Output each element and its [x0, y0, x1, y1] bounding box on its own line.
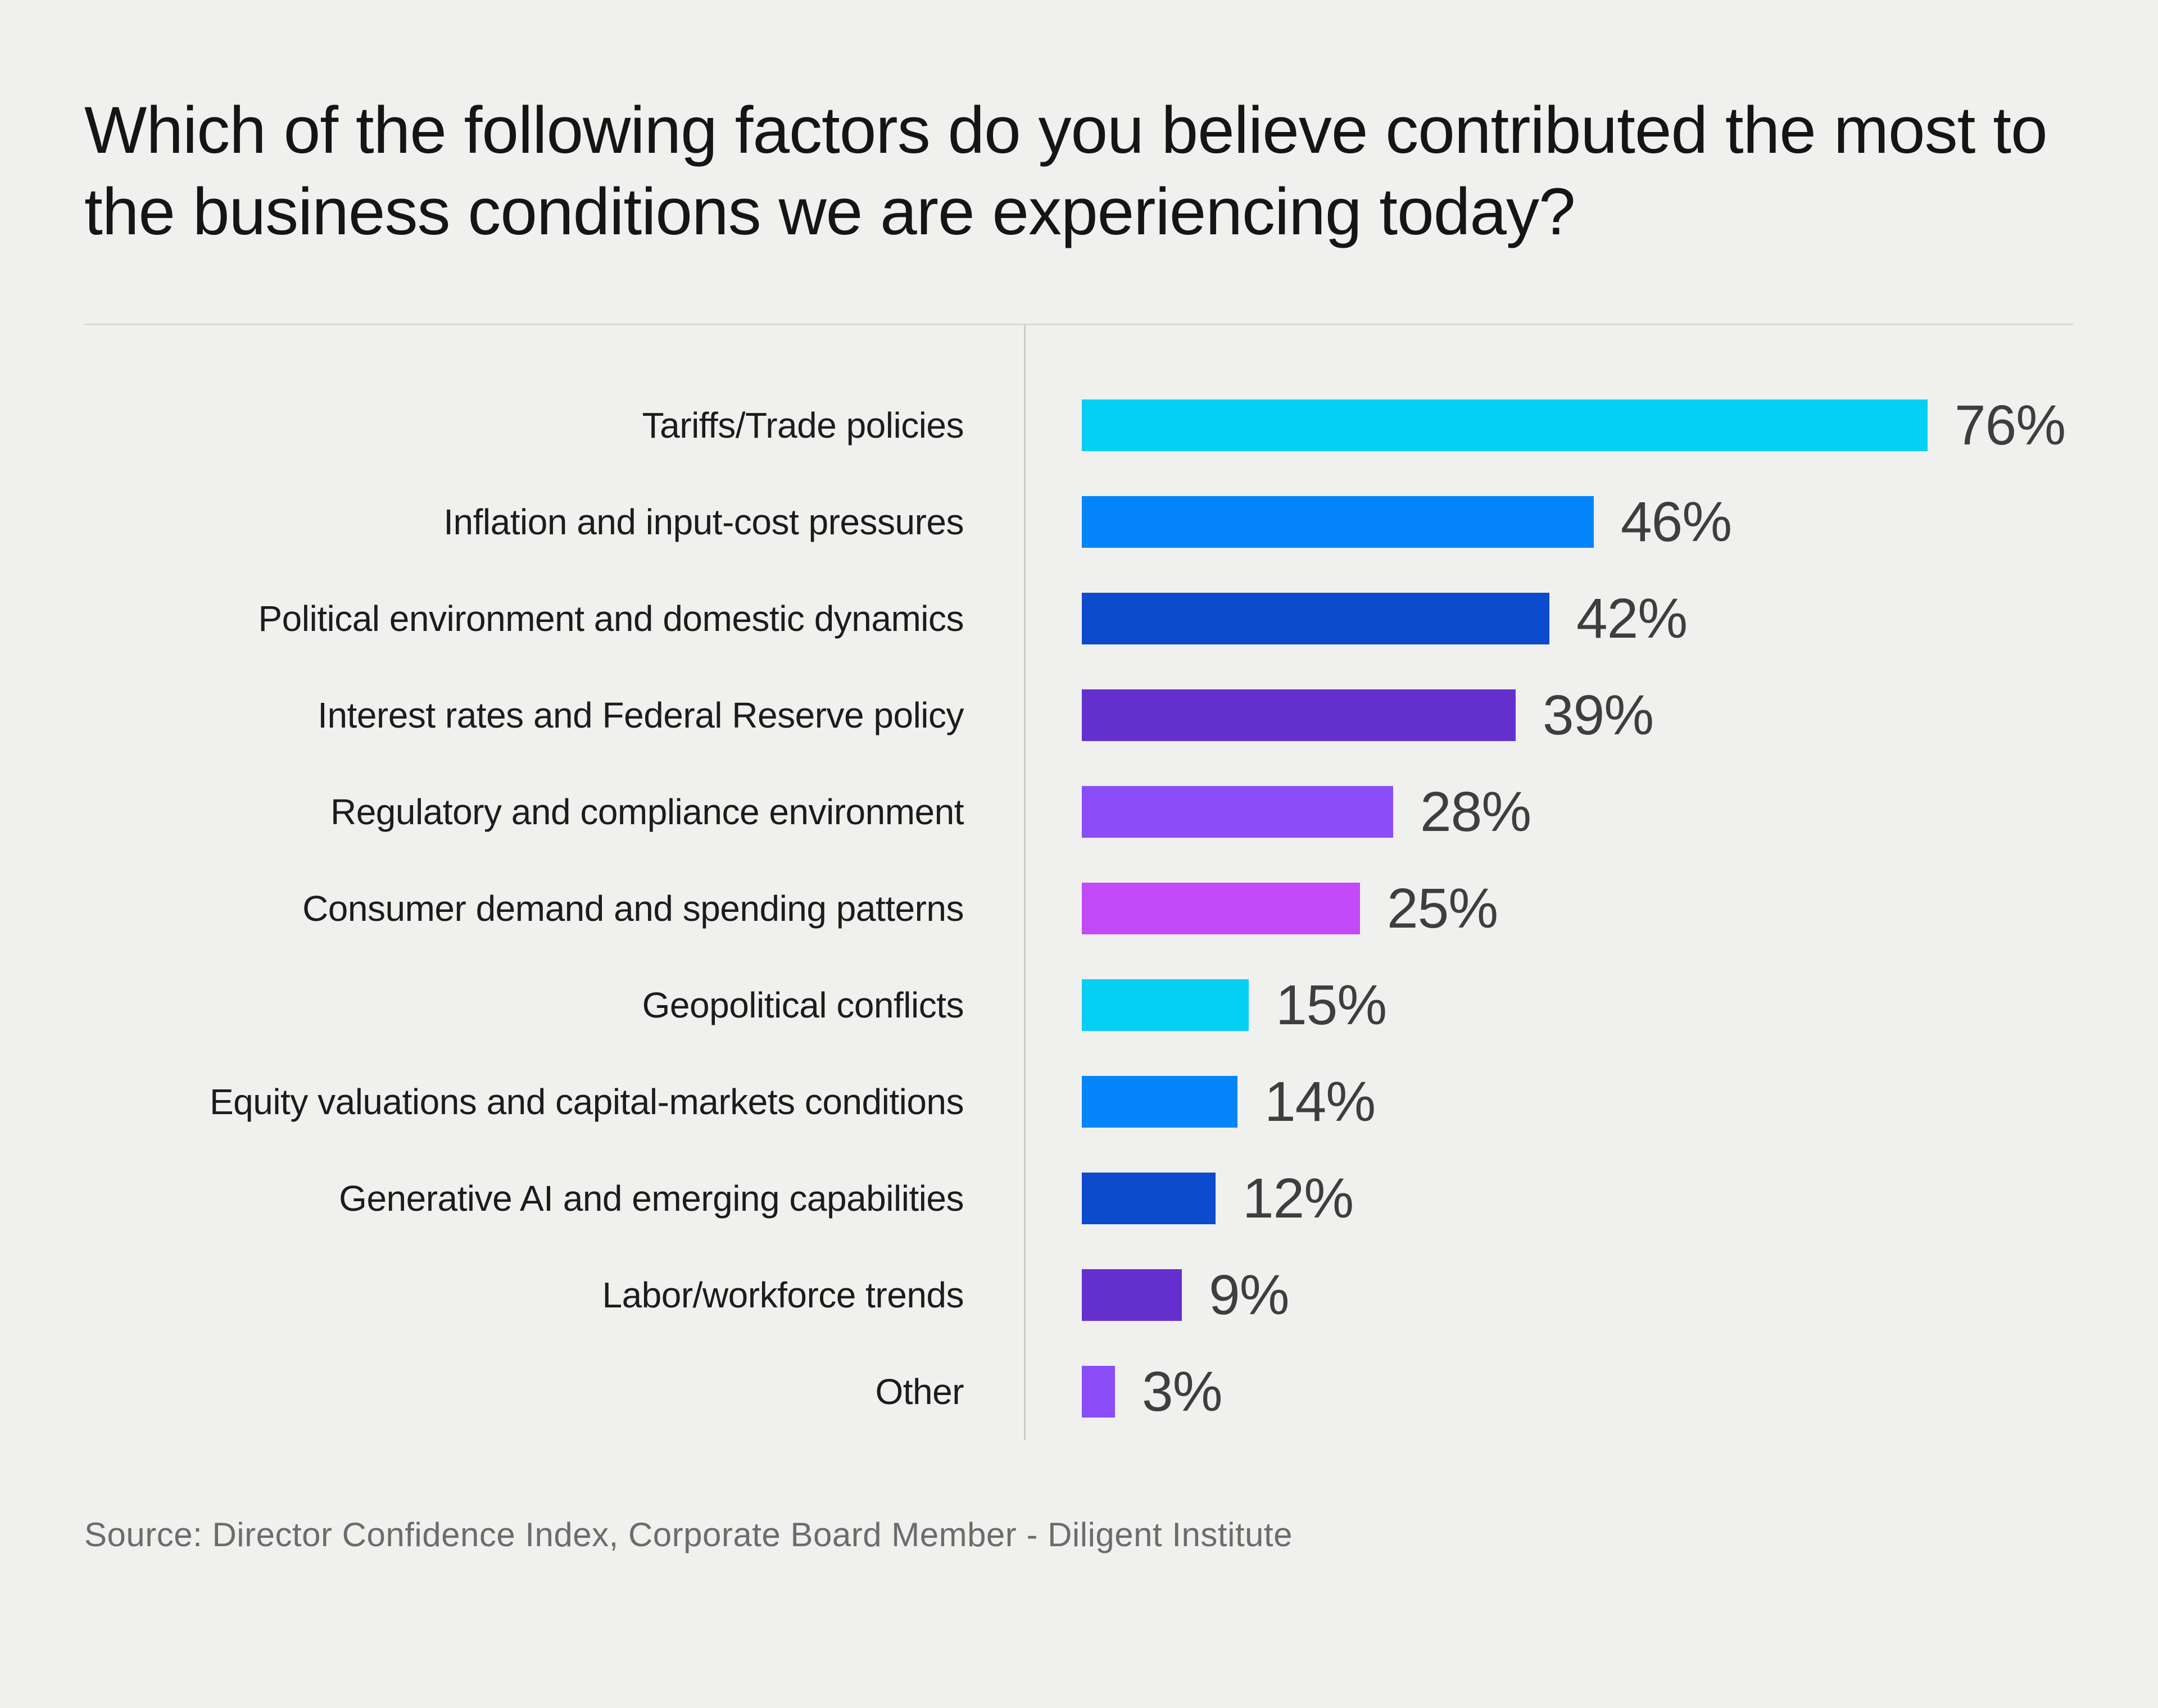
bar	[1082, 689, 1516, 742]
chart-row: Interest rates and Federal Reserve polic…	[84, 667, 2074, 764]
chart-row: Labor/workforce trends 9%	[84, 1247, 2074, 1343]
bar-chart: Tariffs/Trade policies 76% Inflation and…	[84, 325, 2074, 1441]
category-label: Regulatory and compliance environment	[330, 792, 964, 833]
bar	[1082, 883, 1360, 935]
page: Which of the following factors do you be…	[0, 90, 2158, 1554]
bar	[1082, 593, 1549, 645]
chart-rows: Tariffs/Trade policies 76% Inflation and…	[84, 377, 2074, 1440]
bar	[1082, 1269, 1182, 1321]
chart-row: Inflation and input-cost pressures 46%	[84, 474, 2074, 570]
value-label: 12%	[1243, 1166, 1354, 1230]
title-divider	[84, 324, 2074, 326]
category-label: Political environment and domestic dynam…	[258, 598, 964, 639]
value-label: 42%	[1576, 587, 1688, 650]
bar	[1082, 1076, 1237, 1128]
chart-title: Which of the following factors do you be…	[84, 93, 2048, 249]
chart-row: Political environment and domestic dynam…	[84, 570, 2074, 667]
bar	[1082, 979, 1249, 1032]
category-label: Consumer demand and spending patterns	[302, 888, 964, 929]
bar	[1082, 1366, 1115, 1418]
bar	[1082, 496, 1594, 548]
category-label: Generative AI and emerging capabilities	[339, 1178, 964, 1219]
bar	[1082, 1173, 1216, 1225]
category-label: Labor/workforce trends	[602, 1275, 964, 1316]
chart-row: Geopolitical conflicts 15%	[84, 957, 2074, 1053]
value-label: 25%	[1387, 876, 1498, 940]
bar	[1082, 399, 1928, 452]
chart-row: Other 3%	[84, 1343, 2074, 1440]
category-label: Equity valuations and capital-markets co…	[209, 1082, 964, 1123]
value-label: 9%	[1209, 1263, 1290, 1327]
chart-row: Equity valuations and capital-markets co…	[84, 1053, 2074, 1150]
value-label: 15%	[1276, 973, 1387, 1037]
chart-row: Consumer demand and spending patterns 25…	[84, 860, 2074, 957]
bar	[1082, 786, 1393, 838]
value-label: 3%	[1142, 1360, 1223, 1423]
value-label: 14%	[1264, 1070, 1376, 1133]
chart-row: Regulatory and compliance environment 28…	[84, 764, 2074, 860]
chart-row: Tariffs/Trade policies 76%	[84, 377, 2074, 474]
category-label: Inflation and input-cost pressures	[443, 502, 964, 543]
category-label: Other	[875, 1371, 964, 1412]
value-label: 39%	[1543, 683, 1654, 747]
value-label: 28%	[1420, 780, 1531, 843]
source-note: Source: Director Confidence Index, Corpo…	[84, 1516, 1293, 1554]
value-label: 46%	[1621, 490, 1732, 553]
category-label: Geopolitical conflicts	[642, 985, 964, 1026]
axis-line	[1024, 325, 1026, 1441]
chart-row: Generative AI and emerging capabilities …	[84, 1150, 2074, 1247]
category-label: Interest rates and Federal Reserve polic…	[318, 695, 964, 736]
category-label: Tariffs/Trade policies	[642, 405, 964, 446]
value-label: 76%	[1955, 393, 2066, 457]
